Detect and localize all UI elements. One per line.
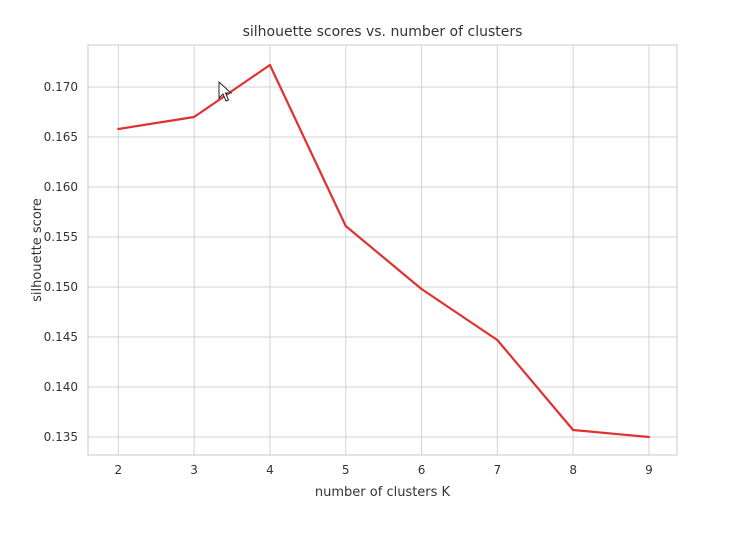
data-point — [572, 428, 575, 432]
y-tick-label: 0.160 — [44, 180, 78, 194]
y-axis-label: silhouette score — [30, 198, 45, 302]
y-tick-label: 0.165 — [44, 130, 78, 144]
silhouette-score-line — [118, 63, 650, 439]
x-tick-label: 3 — [190, 463, 198, 477]
x-tick-label: 9 — [645, 463, 653, 477]
x-tick-label: 7 — [494, 463, 502, 477]
data-point — [344, 224, 347, 228]
data-point — [496, 338, 499, 342]
y-tick-label: 0.140 — [44, 380, 78, 394]
data-points — [117, 63, 651, 439]
data-point — [117, 127, 120, 131]
y-gridlines — [88, 86, 677, 438]
y-tick-label: 0.135 — [44, 430, 78, 444]
data-point — [268, 63, 272, 67]
x-gridlines — [117, 45, 650, 455]
y-tick-label: 0.170 — [44, 80, 78, 94]
x-axis-ticks: 2 3 4 5 6 7 8 9 — [115, 463, 653, 477]
data-point — [420, 287, 423, 291]
data-point — [647, 435, 651, 439]
x-axis-label: number of clusters K — [315, 485, 451, 500]
x-tick-label: 2 — [115, 463, 123, 477]
y-axis-ticks: 0.135 0.140 0.145 0.150 0.155 0.160 0.165 0.170 — [44, 80, 78, 444]
x-tick-label: 6 — [418, 463, 426, 477]
x-tick-label: 5 — [342, 463, 350, 477]
mouse-cursor-icon — [218, 80, 233, 102]
x-tick-label: 8 — [569, 463, 577, 477]
y-tick-label: 0.150 — [44, 280, 78, 294]
x-tick-label: 4 — [266, 463, 274, 477]
chart-title: silhouette scores vs. number of clusters — [243, 24, 523, 40]
y-tick-label: 0.155 — [44, 230, 78, 244]
y-tick-label: 0.145 — [44, 330, 78, 344]
plot-area — [87, 44, 678, 456]
data-point — [193, 115, 196, 119]
